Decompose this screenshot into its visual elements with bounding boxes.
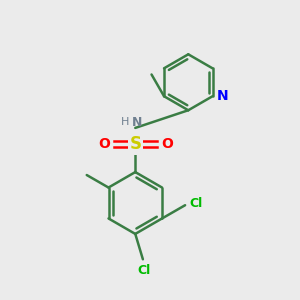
Text: N: N (132, 116, 142, 128)
Text: Cl: Cl (138, 264, 151, 277)
Text: S: S (129, 135, 141, 153)
Text: O: O (98, 137, 110, 151)
Text: H: H (121, 117, 129, 127)
Text: Cl: Cl (190, 197, 203, 210)
Text: N: N (217, 89, 229, 103)
Text: O: O (161, 137, 173, 151)
